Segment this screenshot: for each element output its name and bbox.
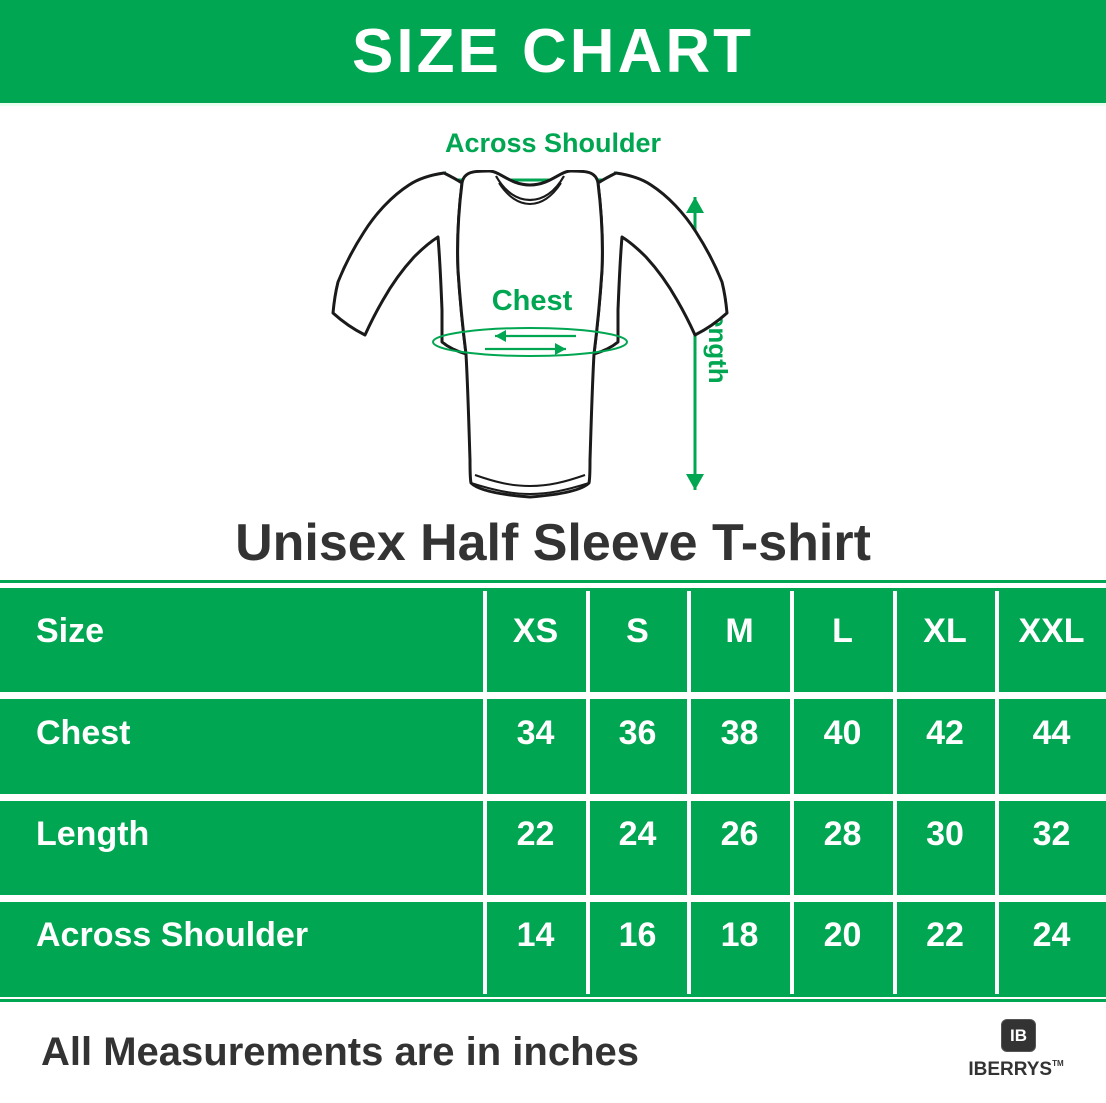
svg-text:Chest: Chest — [492, 285, 573, 317]
